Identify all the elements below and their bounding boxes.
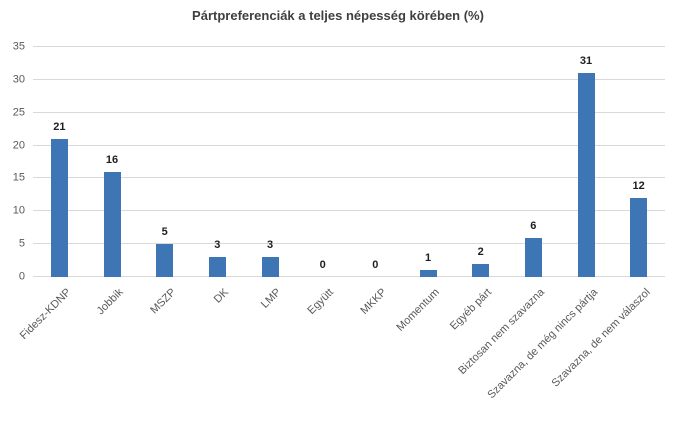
x-axis-tick-label: Fidesz-KDNP — [17, 286, 74, 342]
y-axis-tick-label: 10 — [12, 204, 25, 217]
bar — [577, 73, 595, 277]
gridline — [33, 144, 665, 146]
x-axis-tick-label: Momentum — [394, 286, 442, 334]
plot-area: 0 5 10 15 20 25 30 35 21 Fidesz-KDNP 16 Jobbik 5 MSZP… — [13, 41, 665, 401]
bar — [630, 198, 648, 277]
y-axis-tick-label: 30 — [12, 73, 25, 86]
bar — [419, 270, 437, 277]
x-axis-tick-label: MKKP — [358, 286, 390, 317]
x-axis-tick-label: Jobbik — [94, 286, 126, 318]
bar — [524, 237, 542, 277]
bar — [261, 257, 279, 277]
bar — [103, 171, 121, 277]
x-axis-tick-label: LMP — [259, 286, 284, 311]
bar — [156, 244, 174, 277]
y-axis-tick-label: 0 — [18, 270, 25, 283]
bar-value-label: 31 — [579, 55, 593, 68]
bar-value-label: 6 — [530, 219, 537, 232]
y-axis-tick-label: 25 — [12, 106, 25, 119]
bar-value-label: 1 — [424, 252, 432, 265]
x-axis-tick-label: MSZP — [148, 286, 179, 317]
y-axis-tick-label: 15 — [12, 171, 25, 184]
x-axis-tick-label: DK — [211, 286, 232, 306]
bar-value-label: 21 — [53, 121, 66, 133]
bar — [208, 257, 226, 277]
x-axis-tick-label: Szavazna, de még nincs pártja — [484, 286, 600, 402]
bar-value-label: 0 — [319, 259, 326, 271]
bar — [50, 139, 68, 277]
gridline — [33, 210, 665, 212]
bar-value-label: 0 — [372, 259, 379, 271]
gridline — [33, 276, 665, 277]
gridline — [33, 177, 665, 179]
bar-value-label: 3 — [266, 239, 274, 252]
gridline — [33, 46, 665, 47]
bar-value-label: 12 — [632, 180, 645, 193]
chart-title: Pártpreferenciák a teljes népesség köréb… — [192, 8, 484, 23]
bar-value-label: 2 — [477, 245, 484, 258]
x-axis-tick-label: Együtt — [305, 286, 337, 317]
bar-value-label: 16 — [105, 153, 119, 166]
y-axis-tick-label: 35 — [12, 40, 25, 53]
gridline — [33, 78, 665, 80]
bar — [472, 263, 490, 277]
gridline — [33, 243, 665, 245]
bar-value-label: 5 — [161, 226, 168, 239]
x-axis-tick-label: Szavazna, de nem válaszol — [549, 286, 653, 390]
bar-value-label: 3 — [214, 239, 221, 252]
gridline — [33, 111, 665, 113]
y-axis-tick-label: 5 — [18, 237, 25, 250]
y-axis-tick-label: 20 — [12, 139, 25, 152]
x-axis-tick-label: Egyéb párt — [448, 286, 495, 333]
